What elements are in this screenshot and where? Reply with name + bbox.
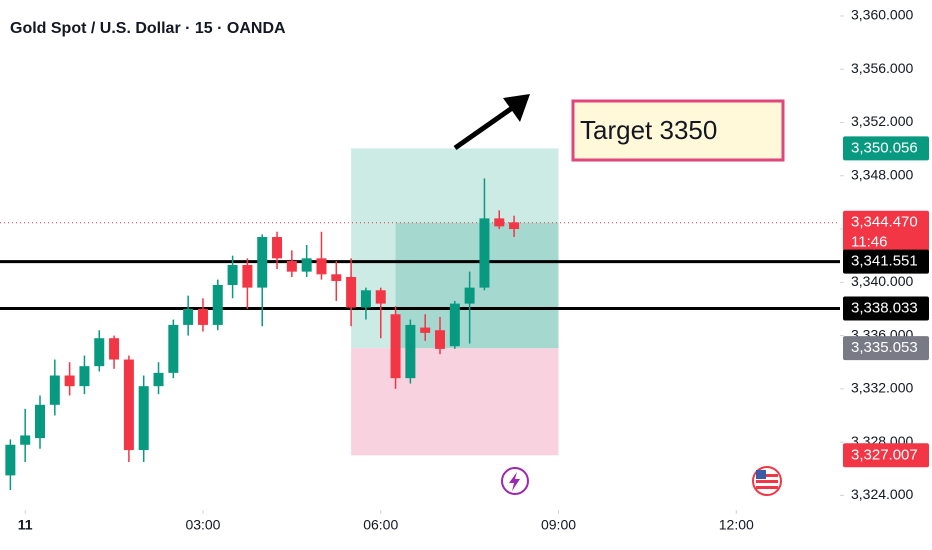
arrow [453, 94, 530, 151]
candle-body [257, 237, 268, 288]
price-marker [843, 136, 929, 161]
price-marker [843, 336, 929, 361]
candle-body [464, 287, 475, 304]
y-tick-label: 3,352.000 [851, 113, 913, 129]
candle-body [35, 404, 45, 439]
candle-body [197, 308, 208, 325]
candle-body [316, 258, 327, 275]
candle-body [109, 338, 120, 360]
annotation-box [571, 99, 785, 162]
y-tick-label: 3,332.000 [851, 380, 913, 396]
candle-body [286, 260, 297, 272]
candle-body [420, 327, 431, 333]
candle-body [301, 258, 312, 272]
candle-body [227, 264, 238, 285]
x-tick-label: 11 [18, 517, 33, 533]
countdown-label: 11:46 [851, 234, 887, 251]
candle-body [331, 274, 342, 281]
candle-body [375, 290, 386, 304]
chart-title: Gold Spot / U.S. Dollar · 15 · OANDA [10, 20, 286, 37]
price-marker [843, 210, 929, 255]
candles-layer [0, 178, 840, 491]
price-marker-label: 3,338.033 [851, 299, 918, 316]
candle-body [390, 314, 401, 379]
position-stop-zone [351, 348, 559, 456]
y-tick-label: 3,340.000 [851, 273, 913, 289]
candle-body [5, 444, 16, 476]
candle-body [64, 375, 75, 387]
price-marker [843, 249, 929, 274]
x-tick-label: 09:00 [541, 517, 576, 533]
candle-body [346, 276, 357, 308]
lightning-icon [501, 467, 529, 495]
candle-body [449, 303, 460, 347]
annotation: Target 3350 [580, 115, 717, 145]
candle-body [479, 218, 490, 288]
us-flag-icon [752, 466, 782, 496]
y-tick-label: 3,356.000 [851, 60, 913, 76]
price-marker-label: 3,341.551 [851, 253, 918, 270]
price-marker-label: 3,335.053 [851, 339, 918, 356]
candle-body [242, 264, 253, 288]
price-marker-label: 3,327.007 [851, 446, 918, 463]
candle-body [20, 435, 31, 445]
price-marker [843, 296, 929, 321]
x-tick-label: 06:00 [363, 517, 398, 533]
candle-body [272, 237, 283, 259]
price-marker-label: 3,350.056 [851, 139, 918, 156]
candle-body [360, 290, 371, 308]
candle-body [435, 330, 445, 349]
candle-body [183, 308, 194, 325]
candle-body [168, 324, 179, 373]
candle-body [123, 359, 134, 451]
candle-body [79, 366, 90, 387]
candle-body [94, 338, 105, 367]
x-tick-label: 03:00 [185, 517, 220, 533]
y-tick-label: 3,324.000 [851, 486, 913, 502]
candle-body [494, 218, 505, 227]
candle-body [405, 324, 416, 379]
y-tick-label: 3,360.000 [851, 7, 913, 23]
position-layer [351, 148, 559, 456]
x-tick-label: 12:00 [719, 517, 754, 533]
candle-body [153, 372, 164, 387]
price-marker [843, 443, 929, 468]
candle-body [138, 386, 149, 451]
candle-body [49, 375, 60, 405]
y-tick-label: 3,348.000 [851, 166, 913, 182]
candle-body [212, 284, 223, 325]
candle-body [509, 222, 520, 230]
price-marker-label: 3,344.470 [851, 214, 918, 231]
position-profit-fill [395, 222, 559, 349]
